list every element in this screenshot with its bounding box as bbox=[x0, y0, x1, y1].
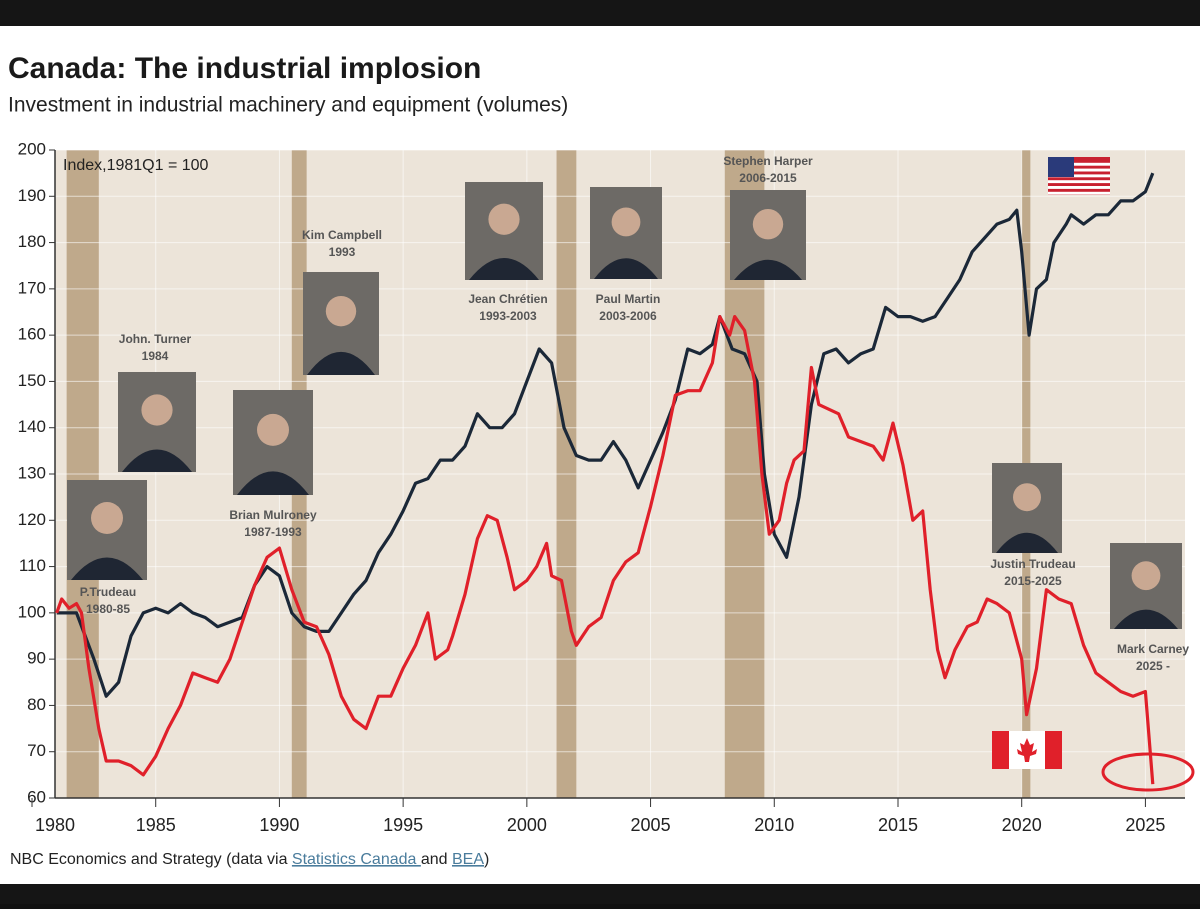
portrait-head bbox=[488, 203, 520, 235]
leader-term: 1993 bbox=[329, 245, 356, 259]
source-note: NBC Economics and Strategy (data via Sta… bbox=[10, 851, 489, 868]
y-tick-label: 140 bbox=[18, 417, 46, 436]
leader-term: 2025 - bbox=[1136, 659, 1170, 673]
portrait bbox=[590, 187, 662, 279]
leader-name: Paul Martin bbox=[596, 292, 661, 306]
portrait-body bbox=[594, 258, 658, 279]
leader-term: 2003-2006 bbox=[599, 309, 657, 323]
portrait-body bbox=[734, 259, 802, 280]
portrait-head bbox=[141, 394, 173, 426]
x-tick-label: 1980 bbox=[35, 815, 75, 835]
series-line bbox=[55, 315, 1155, 785]
source-text: NBC Economics and Strategy (data via bbox=[10, 851, 292, 868]
portrait bbox=[67, 480, 147, 580]
y-tick-label: 170 bbox=[18, 278, 46, 297]
leader-name: P.Trudeau bbox=[80, 585, 136, 599]
y-tick-label: 130 bbox=[18, 463, 46, 482]
x-tick-label: 2015 bbox=[878, 815, 918, 835]
chart-subtitle: Investment in industrial machinery and e… bbox=[8, 94, 568, 117]
portrait-head bbox=[611, 207, 641, 237]
x-tick-label: 1995 bbox=[383, 815, 423, 835]
x-tick-label: 1990 bbox=[259, 815, 299, 835]
leader-term: 2015-2025 bbox=[1004, 574, 1062, 588]
leader-name: John. Turner bbox=[119, 332, 192, 346]
leader-name: Mark Carney bbox=[1117, 642, 1189, 656]
portrait-body bbox=[237, 471, 309, 495]
plot: 60 70 80 90 100 110 120 130 140 150 160 170 180 190 20… bbox=[18, 139, 1190, 834]
y-tick-label: 160 bbox=[18, 325, 46, 344]
portrait-head bbox=[1013, 483, 1041, 512]
portrait-head bbox=[257, 413, 289, 446]
leader-term: 1993-2003 bbox=[479, 309, 537, 323]
portrait-body bbox=[122, 449, 192, 472]
portrait bbox=[1110, 543, 1182, 629]
x-tick-label: 2010 bbox=[754, 815, 794, 835]
portrait-body bbox=[307, 351, 375, 375]
x-tick-label: 2025 bbox=[1125, 815, 1165, 835]
x-tick-label: 1985 bbox=[136, 815, 176, 835]
source-text: and bbox=[421, 851, 452, 868]
highlight-circle bbox=[1101, 752, 1195, 792]
portrait-head bbox=[752, 209, 784, 240]
leader-term: 1984 bbox=[142, 349, 169, 363]
leader-term: 2006-2015 bbox=[739, 171, 797, 185]
x-tick-label: 2005 bbox=[631, 815, 671, 835]
portrait-head bbox=[325, 295, 357, 327]
portrait-head bbox=[1131, 561, 1161, 591]
canada-flag bbox=[992, 731, 1062, 769]
source-link[interactable]: Statistics Canada bbox=[292, 851, 421, 868]
axis-note: Index,1981Q1 = 100 bbox=[63, 157, 209, 174]
portrait bbox=[118, 372, 196, 472]
x-tick-label: 2020 bbox=[1002, 815, 1042, 835]
leader-name: Justin Trudeau bbox=[990, 557, 1075, 571]
leader-term: 1987-1993 bbox=[244, 525, 302, 539]
y-tick-label: 200 bbox=[18, 139, 46, 158]
leader-name: Jean Chrétien bbox=[468, 292, 547, 306]
y-tick-label: 70 bbox=[27, 741, 46, 760]
y-tick-label: 60 bbox=[27, 787, 46, 806]
leader-name: Brian Mulroney bbox=[229, 508, 317, 522]
source-link[interactable]: BEA bbox=[452, 851, 484, 868]
y-tick-label: 190 bbox=[18, 186, 46, 205]
y-tick-label: 120 bbox=[18, 510, 46, 529]
leader-term: 1980-85 bbox=[86, 602, 130, 616]
us-flag bbox=[1048, 157, 1110, 195]
y-tick-label: 150 bbox=[18, 371, 46, 390]
portrait bbox=[233, 390, 313, 495]
leader-name: Kim Campbell bbox=[302, 228, 382, 242]
portrait bbox=[465, 182, 543, 280]
portrait-head bbox=[91, 502, 123, 534]
portrait bbox=[730, 190, 806, 280]
x-tick-label: 2000 bbox=[507, 815, 547, 835]
y-tick-label: 110 bbox=[19, 556, 46, 575]
chart-title: Canada: The industrial implosion bbox=[8, 52, 481, 85]
portrait-body bbox=[71, 557, 143, 580]
portrait-body bbox=[996, 532, 1058, 553]
y-tick-label: 90 bbox=[27, 649, 46, 668]
y-tick-label: 100 bbox=[18, 602, 46, 621]
decorations bbox=[992, 157, 1195, 792]
portrait-body bbox=[469, 257, 539, 280]
portrait bbox=[992, 463, 1062, 553]
portrait bbox=[303, 272, 379, 375]
portrait-body bbox=[1114, 609, 1178, 629]
y-tick-label: 80 bbox=[27, 695, 46, 714]
y-tick-label: 180 bbox=[18, 232, 46, 251]
source-text: ) bbox=[484, 851, 489, 868]
leader-name: Stephen Harper bbox=[723, 154, 813, 168]
